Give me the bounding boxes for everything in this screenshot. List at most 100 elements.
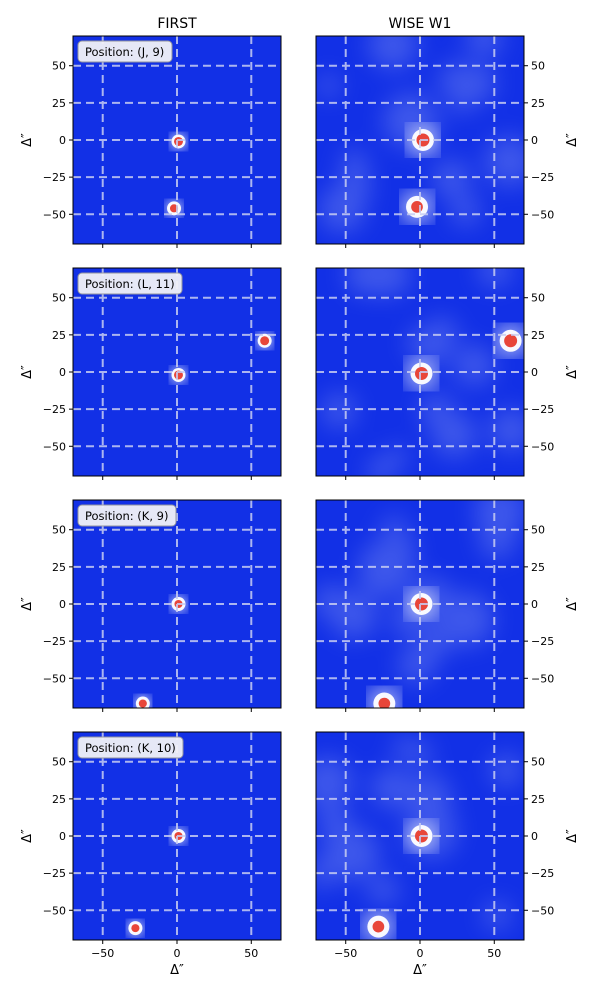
haze-blob [330, 592, 377, 639]
panel-wise-2: −50 −25 0 25 50 Δ″ [315, 267, 580, 480]
y-tick-label: −25 [43, 635, 66, 648]
grid [73, 36, 281, 244]
haze-blob [431, 412, 477, 458]
source-2 [134, 695, 151, 708]
position-badge-box [77, 40, 173, 63]
haze-blob [321, 393, 357, 428]
panel-first-4: −50 −25 0 25 50 −50 0 50 Δ″ Δ″ Position: (K, 10) [20, 731, 282, 978]
position-badge-box [77, 272, 183, 295]
haze-blob [340, 149, 368, 177]
haze-blob [367, 457, 395, 476]
source-core [414, 366, 428, 380]
image-area [316, 732, 524, 940]
y-tick-label: 25 [531, 97, 545, 110]
y-axis-label: Δ″ [565, 133, 580, 147]
panel-wise-1: −50 −25 0 25 50 Δ″ [315, 35, 580, 248]
image-area [316, 268, 524, 476]
source-2 [127, 920, 144, 937]
y-tick-label: −50 [43, 904, 66, 917]
y-tick-label: −25 [531, 171, 554, 184]
source-core [173, 136, 183, 146]
position-badge-box [77, 504, 177, 527]
y-tick-label: −25 [43, 867, 66, 880]
haze-blob [438, 62, 474, 98]
position-label: Position: (J, 9) [85, 45, 164, 59]
y-axis-label: Δ″ [565, 365, 580, 379]
position-badge: Position: (L, 11) [77, 272, 183, 295]
image-area [73, 36, 281, 244]
panel-wise-3: −50 −25 0 25 50 Δ″ [315, 499, 580, 712]
haze-blob [406, 329, 433, 356]
grid [73, 268, 281, 476]
haze-blob [345, 268, 389, 296]
source-core [378, 697, 391, 708]
haze-blob [316, 769, 347, 800]
y-tick-label: 0 [531, 830, 538, 843]
x-tick-label: 0 [417, 947, 424, 960]
haze-blob [371, 767, 413, 809]
haze-blob [418, 626, 451, 658]
haze-blob [397, 646, 436, 684]
x-axis-label: Δ″ [413, 963, 427, 978]
x-tick-label: −50 [334, 947, 357, 960]
source-core [138, 699, 147, 708]
y-tick-label: −50 [531, 440, 554, 453]
y-tick-label: 50 [52, 292, 66, 305]
y-tick-label: 0 [59, 830, 66, 843]
position-label: Position: (K, 9) [85, 509, 168, 523]
grid [316, 500, 524, 708]
grid [316, 268, 524, 476]
x-tick-label: 0 [174, 947, 181, 960]
source-core [372, 920, 385, 933]
y-tick-label: −50 [43, 672, 66, 685]
haze-blob [362, 568, 392, 598]
image-area [316, 500, 524, 708]
image-area [73, 268, 281, 476]
source-1 [406, 358, 437, 389]
grid [316, 36, 524, 244]
y-tick-label: 0 [531, 134, 538, 147]
source-2 [363, 911, 394, 940]
position-badge-box [77, 736, 184, 759]
haze-blob [387, 446, 408, 468]
source-2 [256, 332, 273, 349]
haze-blob [381, 515, 407, 540]
y-tick-label: 0 [531, 366, 538, 379]
image-area [73, 500, 281, 708]
panel-first-1: −50 −25 0 25 50 Δ″ Position: (J, 9) [20, 35, 282, 248]
haze-blob [424, 317, 458, 351]
y-axis-label: Δ″ [20, 365, 35, 379]
x-tick-label: 50 [487, 947, 501, 960]
y-tick-label: −50 [531, 672, 554, 685]
haze-blob [484, 135, 524, 187]
haze-blob [316, 73, 341, 98]
panel-first-2: −50 −25 0 25 50 Δ″ Position: (L, 11) [20, 267, 282, 480]
haze-blob [474, 500, 524, 537]
position-badge: Position: (J, 9) [77, 40, 173, 63]
column-title-wise: WISE W1 [389, 16, 452, 32]
source-1 [170, 133, 187, 150]
haze-blob [392, 736, 416, 760]
haze-blob [339, 170, 372, 203]
y-tick-label: 25 [52, 329, 66, 342]
haze-blob [317, 806, 351, 840]
haze-blob [489, 408, 524, 452]
y-tick-label: 0 [59, 598, 66, 611]
y-tick-label: 50 [531, 524, 545, 537]
panel-first-3: −50 −25 0 25 50 Δ″ Position: (K, 9) [20, 499, 282, 712]
haze-blob [432, 159, 471, 198]
haze-blob [320, 843, 346, 869]
y-tick-label: −25 [531, 403, 554, 416]
grid [73, 500, 281, 708]
y-tick-label: 50 [531, 60, 545, 73]
y-tick-label: 50 [52, 524, 66, 537]
grid [73, 732, 281, 940]
haze-blob [478, 268, 512, 287]
y-tick-label: 0 [531, 598, 538, 611]
haze-blob [368, 36, 418, 70]
panel-wise-4: −50 −25 0 25 50 −50 0 50 Δ″ Δ″ [315, 731, 580, 978]
y-axis-label: Δ″ [20, 133, 35, 147]
y-tick-label: −25 [531, 635, 554, 648]
y-axis-label: Δ″ [20, 829, 35, 843]
grid [316, 732, 524, 940]
